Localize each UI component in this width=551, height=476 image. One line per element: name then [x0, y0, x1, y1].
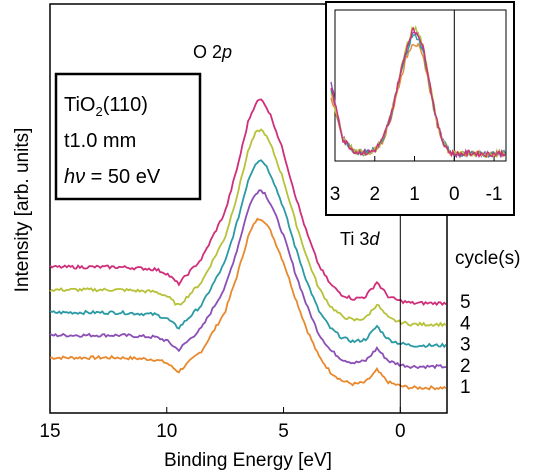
inset-series-line-cycle-5 [330, 26, 506, 159]
inset-series-group [330, 24, 506, 159]
inset-x-ticks: 3 2 1 0 -1 [330, 156, 503, 205]
inset-axes-frame [334, 9, 507, 162]
x-axis-label: Binding Energy [eV] [164, 450, 332, 471]
legend-title: cycle(s) [455, 248, 520, 269]
series-line-cycle-1 [49, 217, 447, 391]
sample-thickness: t1.0 mm [64, 130, 136, 152]
o2p-peak-label: O 2p [193, 42, 232, 62]
y-axis-label: Intensity [arb. units] [12, 128, 33, 293]
series-line-cycle-3 [49, 159, 447, 349]
inset-x-tick-label: 2 [369, 184, 380, 205]
inset-x-tick-label: -1 [486, 184, 503, 205]
series-line-cycle-5 [49, 98, 447, 307]
series-line-cycle-2 [49, 189, 447, 370]
series-line-cycle-4 [49, 128, 447, 328]
inset-x-tick-label: 1 [409, 184, 420, 205]
sample-info-box: TiO2(110) t1.0 mm hν = 50 eV [54, 72, 202, 201]
photon-energy: hν = 50 eV [64, 166, 161, 188]
legend-entry-cycle-4: 4 [460, 313, 471, 334]
legend-entry-cycle-5: 5 [460, 292, 471, 313]
x-tick-label: 15 [39, 421, 60, 442]
inset-x-tick-label: 3 [330, 184, 341, 205]
x-axis-ticks: 15 10 5 0 [39, 407, 406, 442]
inset-x-tick-label: 0 [449, 184, 460, 205]
x-tick-label: 5 [278, 421, 289, 442]
legend-entry-cycle-1: 1 [460, 377, 471, 398]
legend-entry-cycle-3: 3 [460, 335, 471, 356]
legend-entry-cycle-2: 2 [460, 356, 471, 377]
sample-name: TiO2(110) [64, 94, 148, 119]
inset-plot: 3 2 1 0 -1 [325, 1, 515, 216]
x-tick-label: 10 [156, 421, 177, 442]
x-tick-label: 0 [395, 421, 406, 442]
ti3d-peak-label: Ti 3d [340, 229, 380, 249]
main-series-group [49, 98, 447, 391]
